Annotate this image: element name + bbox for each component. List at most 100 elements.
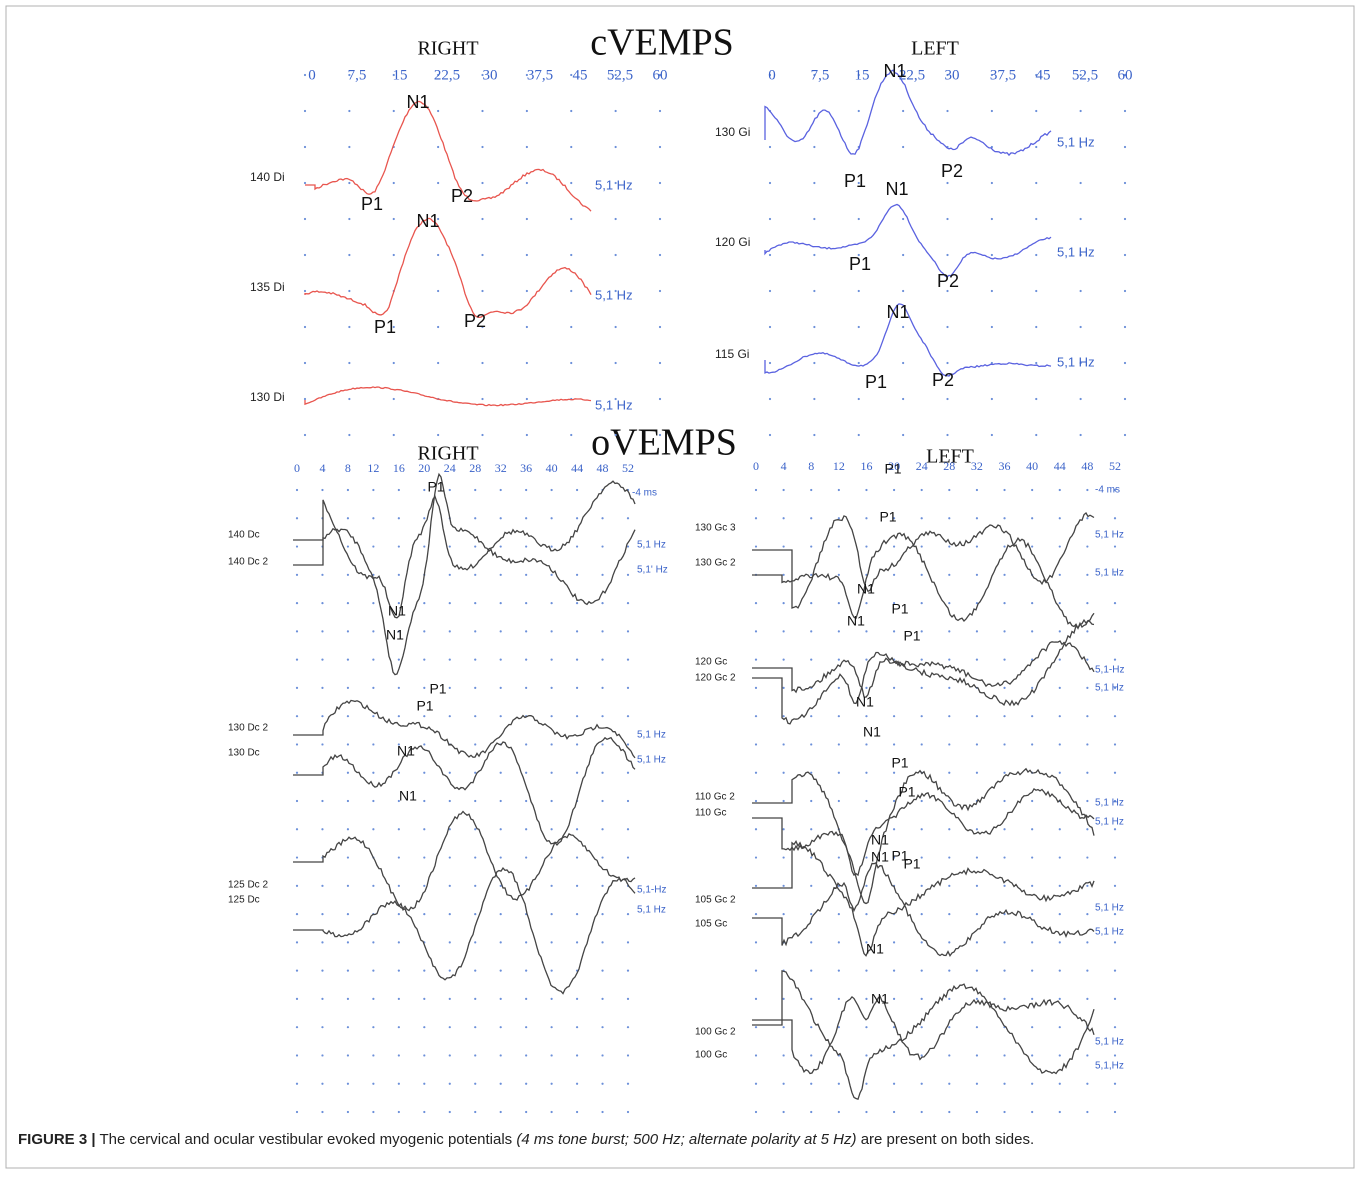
grid-dot	[321, 601, 324, 605]
grid-dot	[525, 73, 528, 77]
grid-dot	[865, 1026, 868, 1029]
grid-dot	[782, 771, 785, 774]
grid-dot	[626, 517, 630, 520]
grid-dot	[303, 73, 307, 77]
waveform	[293, 472, 636, 676]
peak-label: N1	[406, 92, 429, 112]
peak-label: N1	[386, 627, 404, 643]
grid-dot	[920, 488, 923, 492]
x-tick-label: 37,5	[990, 67, 1016, 83]
grid-dot	[614, 181, 617, 185]
grid-dot	[782, 1026, 785, 1029]
grid-dot	[626, 1082, 630, 1085]
grid-dot	[550, 1110, 553, 1114]
grid-dot	[481, 289, 484, 293]
x-tick-label: 4	[781, 459, 787, 473]
grid-dot	[601, 573, 604, 576]
grid-dot	[1113, 743, 1117, 746]
grid-dot	[626, 601, 630, 605]
grid-dot	[1123, 217, 1127, 221]
grid-dot	[892, 630, 896, 633]
grid-dot	[346, 1026, 350, 1029]
grid-dot	[295, 1054, 299, 1057]
peak-label: P2	[451, 186, 473, 206]
grid-dot	[601, 1026, 604, 1029]
grid-dot	[1086, 743, 1089, 746]
rate-label: 5,1 Hz	[637, 755, 666, 766]
grid-dot	[295, 771, 299, 774]
rate-label: 5,1-Hz	[637, 885, 666, 896]
grid-dot	[837, 941, 840, 944]
cvemps-title: cVEMPS	[590, 22, 734, 64]
grid-dot	[346, 1054, 350, 1057]
grid-dot	[837, 545, 840, 548]
grid-dot	[920, 856, 923, 859]
x-tick-label: 44	[571, 461, 583, 475]
grid-dot	[614, 217, 617, 221]
waveform	[293, 480, 636, 619]
grid-dot	[348, 145, 351, 149]
grid-dot	[1003, 941, 1006, 944]
grid-dot	[499, 658, 502, 661]
grid-dot	[948, 715, 951, 718]
peak-label: P1	[429, 681, 446, 697]
grid-dot	[810, 884, 813, 887]
grid-dot	[782, 630, 785, 633]
grid-dot	[810, 545, 813, 548]
grid-dot	[474, 488, 477, 492]
grid-dot	[448, 941, 451, 944]
rate-label: 5,1' Hz	[637, 565, 668, 576]
trace-label: 100 Gc	[695, 1050, 727, 1061]
grid-dot	[837, 573, 840, 576]
grid-dot	[892, 686, 896, 690]
grid-dot	[601, 658, 604, 661]
grid-dot	[892, 715, 896, 718]
grid-dot	[614, 253, 617, 257]
peak-label: N1	[871, 991, 889, 1007]
grid-dot	[372, 799, 375, 803]
grid-dot	[348, 325, 351, 329]
grid-dot	[372, 743, 375, 746]
grid-dot	[525, 289, 528, 293]
grid-dot	[1086, 488, 1089, 492]
grid-dot	[614, 73, 617, 77]
grid-dot	[295, 630, 299, 633]
grid-dot	[1035, 145, 1038, 149]
waveform	[752, 994, 1095, 1075]
grid-dot	[948, 884, 951, 887]
grid-dot	[975, 573, 979, 576]
trace-label: 125 Dc 2	[228, 880, 268, 891]
grid-dot	[837, 743, 840, 746]
grid-dot	[614, 397, 617, 401]
grid-dot	[948, 488, 951, 492]
caption-label: FIGURE 3 |	[18, 1131, 96, 1148]
peak-label: P1	[891, 848, 908, 864]
grid-dot	[397, 658, 400, 661]
grid-dot	[1003, 856, 1006, 859]
grid-dot	[437, 433, 440, 437]
grid-dot	[782, 997, 785, 1001]
grid-dot	[575, 1082, 579, 1085]
grid-dot	[295, 686, 299, 690]
grid-dot	[397, 517, 400, 520]
grid-dot	[575, 997, 579, 1001]
grid-dot	[837, 799, 840, 803]
grid-dot	[321, 997, 324, 1001]
grid-dot	[295, 743, 299, 746]
grid-dot	[1003, 1082, 1006, 1085]
grid-dot	[1086, 799, 1089, 803]
grid-dot	[626, 545, 630, 548]
grid-dot	[975, 1054, 979, 1057]
grid-dot	[626, 630, 630, 633]
grid-dot	[614, 289, 617, 293]
grid-dot	[813, 253, 816, 257]
grid-dot	[474, 941, 477, 944]
grid-dot	[525, 884, 528, 887]
grid-dot	[601, 912, 604, 916]
grid-dot	[813, 397, 816, 401]
grid-dot	[1058, 545, 1061, 548]
grid-dot	[423, 517, 426, 520]
grid-dot	[321, 488, 324, 492]
grid-dot	[372, 630, 375, 633]
